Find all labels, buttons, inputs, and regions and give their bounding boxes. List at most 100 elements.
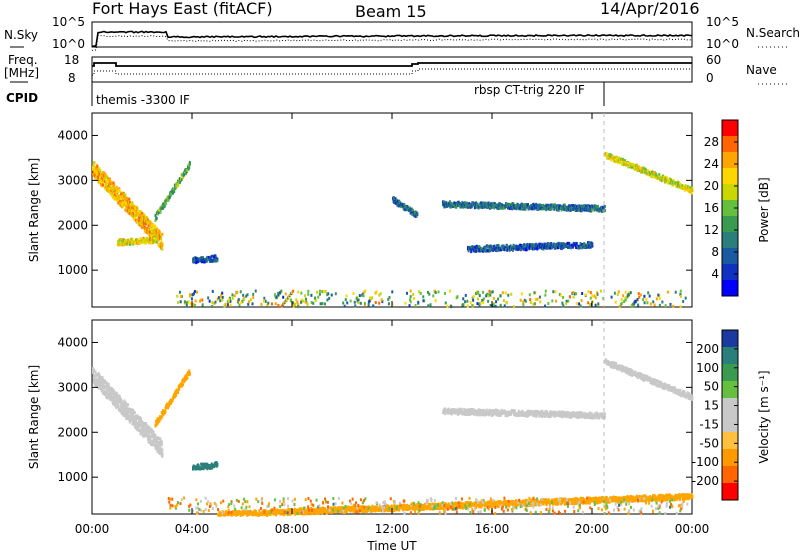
data-point <box>390 506 393 510</box>
data-point <box>193 465 196 469</box>
data-point <box>559 414 562 418</box>
data-point <box>613 361 616 365</box>
data-point <box>349 299 352 303</box>
data-point <box>372 506 375 510</box>
data-point <box>303 294 306 298</box>
data-point <box>294 302 297 306</box>
data-point <box>507 293 510 297</box>
data-point <box>587 245 590 249</box>
data-point <box>231 293 234 297</box>
data-point <box>282 295 285 299</box>
data-point <box>158 236 161 240</box>
data-point <box>140 419 143 423</box>
data-point <box>209 255 212 259</box>
data-point <box>557 246 559 250</box>
data-point <box>531 409 534 413</box>
data-point <box>545 413 548 417</box>
data-point <box>663 175 666 179</box>
data-point <box>341 508 344 512</box>
data-point <box>663 387 666 391</box>
data-point <box>485 204 488 208</box>
data-point <box>164 410 167 414</box>
data-point <box>502 411 505 415</box>
data-point <box>147 426 149 430</box>
data-point <box>152 441 155 445</box>
data-point <box>476 291 479 295</box>
data-point <box>110 398 113 402</box>
data-point <box>102 391 105 395</box>
data-point <box>328 296 331 300</box>
data-point <box>111 191 114 195</box>
data-point <box>624 290 627 294</box>
data-point <box>500 409 503 413</box>
data-point <box>650 175 653 179</box>
data-point <box>528 293 531 297</box>
data-point <box>582 245 585 249</box>
data-point <box>166 195 169 199</box>
data-point <box>97 376 100 380</box>
data-point <box>660 179 663 183</box>
data-point <box>491 290 494 294</box>
data-point <box>150 238 153 242</box>
data-point <box>269 513 272 517</box>
data-point <box>508 202 511 206</box>
data-point <box>200 256 203 260</box>
data-point <box>156 439 159 443</box>
data-point <box>362 294 365 298</box>
data-point <box>212 254 214 258</box>
data-point <box>417 300 420 304</box>
data-point <box>150 228 153 232</box>
data-point <box>690 393 693 397</box>
data-point <box>437 290 440 294</box>
data-point <box>445 502 448 506</box>
data-point <box>215 256 218 260</box>
data-point <box>511 207 514 211</box>
data-point <box>529 298 532 302</box>
data-point <box>462 506 464 510</box>
data-point <box>342 301 345 305</box>
data-point <box>201 260 204 264</box>
data-point <box>275 295 278 299</box>
data-point <box>655 172 658 176</box>
data-point <box>160 233 163 237</box>
data-point <box>220 293 223 297</box>
data-point <box>363 301 366 305</box>
data-point <box>263 296 266 300</box>
data-point <box>117 195 120 199</box>
data-point <box>463 506 466 510</box>
data-point <box>133 411 136 415</box>
data-point <box>557 410 560 414</box>
data-point <box>577 208 580 212</box>
data-point <box>161 414 164 418</box>
data-point <box>467 412 469 416</box>
data-point <box>555 299 558 303</box>
data-point <box>473 245 476 249</box>
data-point <box>463 205 466 209</box>
data-point <box>448 289 451 293</box>
data-point <box>543 245 546 249</box>
data-point <box>503 409 506 413</box>
data-point <box>567 299 570 303</box>
data-point <box>285 297 288 301</box>
data-point <box>244 512 247 516</box>
data-point <box>587 290 590 294</box>
data-point <box>194 299 197 303</box>
data-point <box>138 239 141 243</box>
data-point <box>524 205 527 209</box>
data-point <box>133 415 136 419</box>
data-point <box>292 304 295 308</box>
data-point <box>506 301 509 305</box>
data-point <box>216 259 219 263</box>
nsky-tick-top: 10^5 <box>52 15 85 29</box>
data-point <box>102 183 104 187</box>
data-point <box>618 304 621 308</box>
data-point <box>660 380 663 384</box>
data-point <box>354 304 357 308</box>
data-point <box>412 507 415 511</box>
data-point <box>440 502 443 506</box>
data-point <box>165 201 168 205</box>
data-point <box>167 406 169 410</box>
data-point <box>154 213 157 217</box>
data-point <box>130 411 133 415</box>
